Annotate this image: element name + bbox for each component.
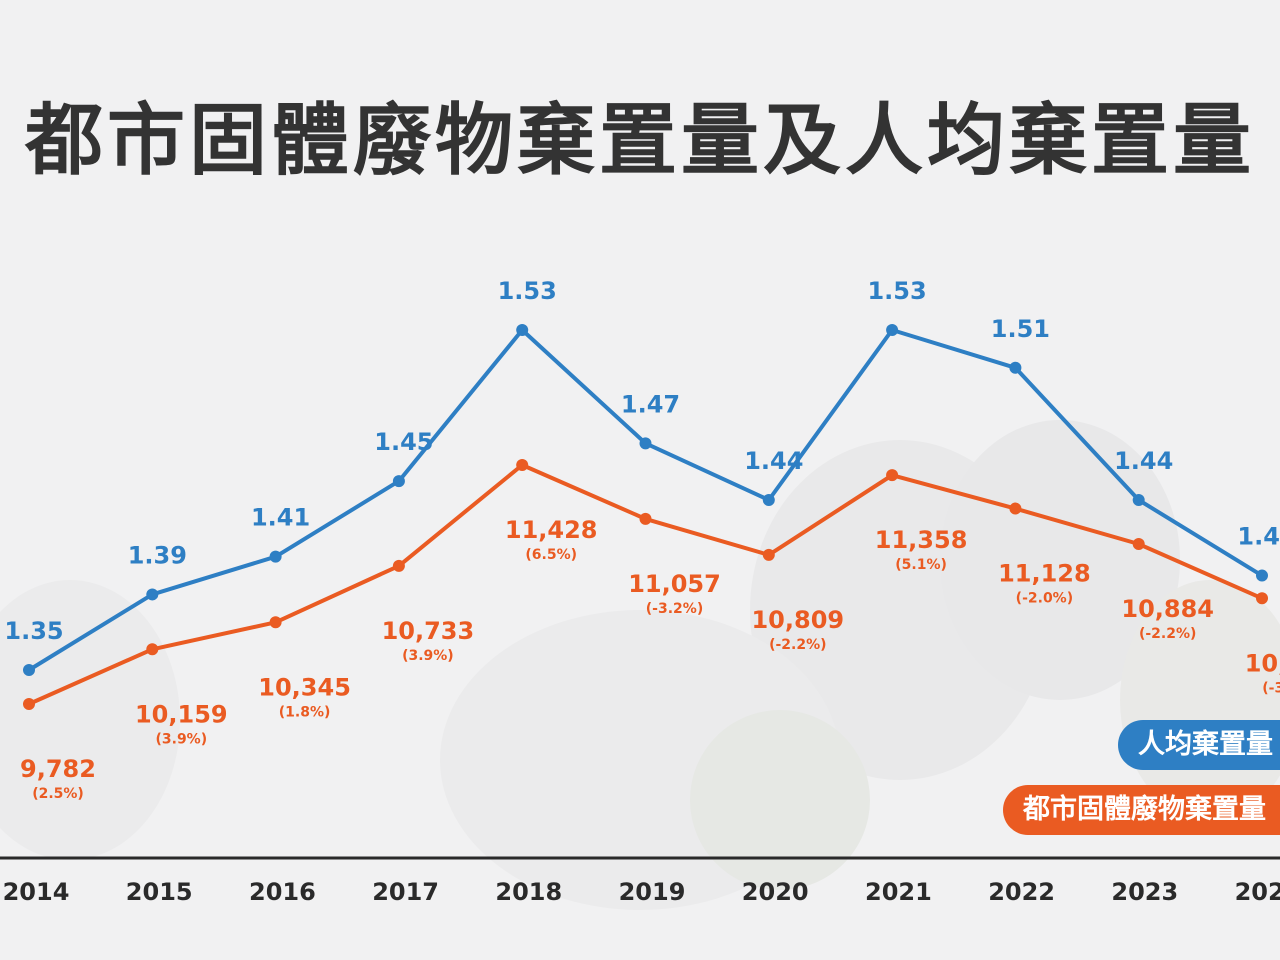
per-capita-point-2015 [146,588,159,601]
per-capita-point-2024 [1256,569,1268,582]
total-label-2022: 11,128 [998,560,1091,588]
x-tick-2023: 2023 [1111,878,1178,906]
total-label-2019: 11,057 [628,570,721,598]
total-change-2020: (-2.2%) [769,637,826,653]
total-point-2017 [392,559,405,572]
x-tick-2016: 2016 [249,878,316,906]
total-point-2023 [1132,537,1145,550]
total-point-2016 [269,616,282,629]
per-capita-label-2017: 1.45 [374,428,433,456]
per-capita-point-2017 [392,475,405,488]
total-point-2019 [639,512,652,525]
per-capita-label-2014: 1.35 [4,617,63,645]
total-label-2014: 9,782 [20,755,96,783]
per-capita-point-2021 [886,324,899,336]
total-label-2016: 10,345 [258,673,351,701]
total-label-2023: 10,884 [1121,595,1214,623]
total-label-2015: 10,159 [135,700,228,728]
per-capita-point-2016 [269,550,282,563]
total-point-2018 [516,459,529,471]
per-capita-label-2023: 1.44 [1114,447,1173,475]
total-change-2017: (3.9%) [402,648,454,664]
per-capita-label-2022: 1.51 [991,315,1050,343]
per-capita-label-2015: 1.39 [128,541,187,569]
x-tick-2017: 2017 [372,878,439,906]
total-point-2014 [23,698,35,710]
x-tick-2014: 2014 [3,878,70,906]
series-total [23,459,1268,710]
x-tick-2024: 2024 [1235,878,1280,906]
total-change-2022: (-2.0%) [1016,591,1073,607]
per-capita-point-2020 [762,494,775,506]
per-capita-label-2018: 1.53 [498,277,557,305]
total-label-2024: 10,510 [1245,649,1280,677]
per-capita-label-2024: 1.40 [1237,523,1280,551]
chart-title: 都市固體廢物棄置量及人均棄置量 [24,96,1255,186]
x-tick-2020: 2020 [742,878,809,906]
per-capita-point-2018 [516,324,529,336]
total-point-2022 [1009,502,1022,515]
per-capita-point-2023 [1132,494,1145,506]
per-capita-label-2020: 1.44 [744,447,803,475]
total-change-2018: (6.5%) [525,547,577,563]
total-label-2018: 11,428 [505,516,598,544]
per-capita-line [27,328,1264,672]
data-labels-per-capita: 1.35 1.39 1.41 1.45 1.53 1.47 1.44 1.53 1.51 1.44… [4,277,1280,645]
per-capita-label-2019: 1.47 [621,390,680,418]
per-capita-label-2021: 1.53 [867,277,926,305]
total-point-2021 [886,469,899,482]
total-point-2015 [146,643,159,656]
per-capita-label-2016: 1.41 [251,504,310,532]
per-capita-point-2022 [1009,361,1022,374]
x-tick-2021: 2021 [865,878,932,906]
total-point-2020 [762,548,775,561]
total-change-2024: (-3.4%) [1262,680,1280,696]
total-label-2017: 10,733 [382,617,475,645]
x-tick-2019: 2019 [619,878,686,906]
legend-per-capita: 人均棄置量 [1118,720,1280,770]
x-axis-ticks: 2014 2015 2016 2017 2018 2019 2020 2021 2022 2023… [3,878,1280,906]
legend-total: 都市固體廢物棄置量 [1003,785,1280,835]
x-tick-2022: 2022 [988,878,1055,906]
total-label-2020: 10,809 [751,606,844,634]
total-change-2015: (3.9%) [155,731,207,747]
total-change-2023: (-2.2%) [1139,626,1196,642]
per-capita-point-2019 [639,437,652,450]
x-tick-2015: 2015 [126,878,193,906]
per-capita-point-2014 [23,664,35,676]
x-tick-2018: 2018 [495,878,562,906]
total-change-2016: (1.8%) [279,704,331,720]
total-change-2019: (-3.2%) [646,601,703,617]
series-per-capita [23,324,1268,676]
data-labels-total: 9,782 (2.5%) 10,159 (3.9%) 10,345 (1.8%) 10,73… [20,516,1280,802]
total-change-2021: (5.1%) [895,557,947,573]
total-change-2014: (2.5%) [32,786,84,802]
total-point-2024 [1256,592,1268,605]
total-label-2021: 11,358 [875,526,968,554]
